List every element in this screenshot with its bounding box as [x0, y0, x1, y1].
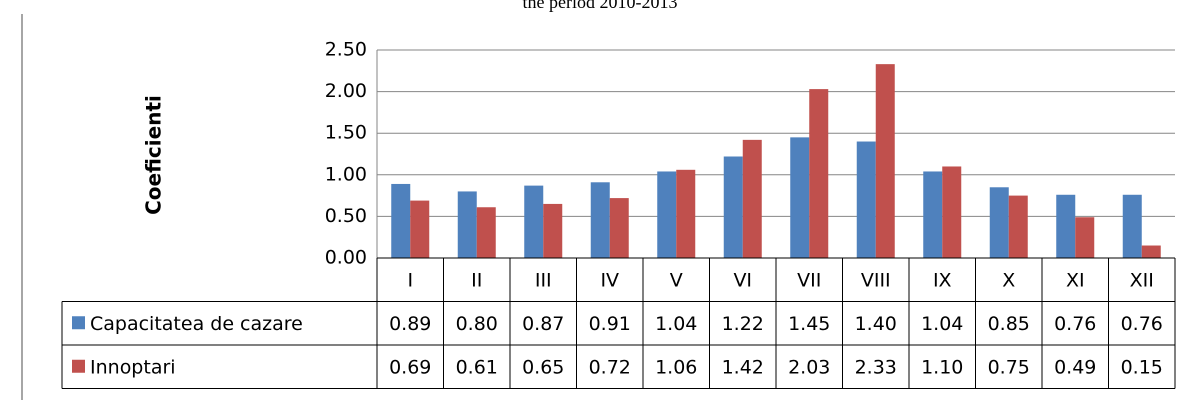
- bar: [723, 156, 743, 258]
- bar: [923, 171, 943, 258]
- data-table-value: 1.04: [921, 313, 963, 335]
- data-table-value: 0.61: [456, 356, 498, 378]
- bar: [856, 141, 876, 258]
- x-tick-label: II: [471, 269, 482, 291]
- data-table-value: 2.03: [788, 356, 830, 378]
- y-tick-label: 2.00: [325, 80, 367, 102]
- data-table-value: 2.33: [855, 356, 897, 378]
- data-table-value: 1.42: [722, 356, 764, 378]
- bar: [790, 137, 810, 258]
- data-table-value: 0.76: [1121, 313, 1163, 335]
- data-table-value: 0.49: [1054, 356, 1096, 378]
- data-table-value: 0.80: [456, 313, 498, 335]
- x-tick-label: VIII: [861, 269, 891, 291]
- bar: [391, 183, 411, 258]
- bar: [476, 207, 496, 258]
- y-tick-label: 1.00: [325, 163, 367, 185]
- x-tick-label: XI: [1066, 269, 1085, 291]
- data-table-value: 0.75: [988, 356, 1030, 378]
- bar: [1008, 195, 1028, 258]
- chart-title: the period 2010-2013: [523, 0, 678, 12]
- x-tick-label: XII: [1130, 269, 1154, 291]
- bar: [875, 64, 895, 258]
- data-table-value: 0.91: [589, 313, 631, 335]
- x-tick-label: V: [670, 269, 683, 291]
- bar: [543, 203, 563, 258]
- bar: [1056, 194, 1076, 258]
- bar: [742, 139, 762, 258]
- legend-label: Capacitatea de cazare: [90, 313, 303, 335]
- y-tick-label: 0.50: [325, 205, 367, 227]
- y-axis-title: Coeficienti: [142, 95, 166, 215]
- data-table-value: 0.76: [1054, 313, 1096, 335]
- data-table-value: 1.22: [722, 313, 764, 335]
- bar: [609, 198, 629, 258]
- bar: [410, 200, 430, 258]
- x-tick-label: IV: [600, 269, 619, 291]
- data-table-value: 0.85: [988, 313, 1030, 335]
- data-table-value: 0.69: [389, 356, 431, 378]
- x-tick-label: X: [1002, 269, 1015, 291]
- y-tick-label: 0.00: [325, 247, 367, 269]
- data-table-value: 0.89: [389, 313, 431, 335]
- bar: [1075, 217, 1095, 258]
- x-tick-label: III: [535, 269, 552, 291]
- bar: [1122, 194, 1142, 258]
- y-tick-label: 1.50: [325, 122, 367, 144]
- bar: [809, 89, 829, 258]
- x-tick-label: VI: [733, 269, 752, 291]
- data-table-value: 0.72: [589, 356, 631, 378]
- y-tick-label: 2.50: [325, 39, 367, 61]
- bar: [942, 166, 962, 258]
- legend-key: [72, 316, 85, 330]
- bar: [524, 185, 544, 258]
- data-table-value: 1.06: [655, 356, 697, 378]
- data-table-value: 1.04: [655, 313, 697, 335]
- bar: [1141, 245, 1161, 258]
- data-table-value: 0.87: [522, 313, 564, 335]
- bar: [676, 169, 696, 258]
- x-tick-label: I: [407, 269, 413, 291]
- legend-key: [72, 359, 85, 373]
- x-tick-label: IX: [933, 269, 952, 291]
- data-table-value: 1.45: [788, 313, 830, 335]
- bar: [657, 171, 677, 258]
- legend-label: Innoptari: [90, 356, 176, 378]
- data-table-value: 0.65: [522, 356, 564, 378]
- bar: [989, 187, 1009, 258]
- data-table-value: 0.15: [1121, 356, 1163, 378]
- x-tick-label: VII: [797, 269, 821, 291]
- data-table-value: 1.40: [855, 313, 897, 335]
- data-table-value: 1.10: [921, 356, 963, 378]
- bar: [590, 182, 610, 258]
- bar: [457, 191, 477, 258]
